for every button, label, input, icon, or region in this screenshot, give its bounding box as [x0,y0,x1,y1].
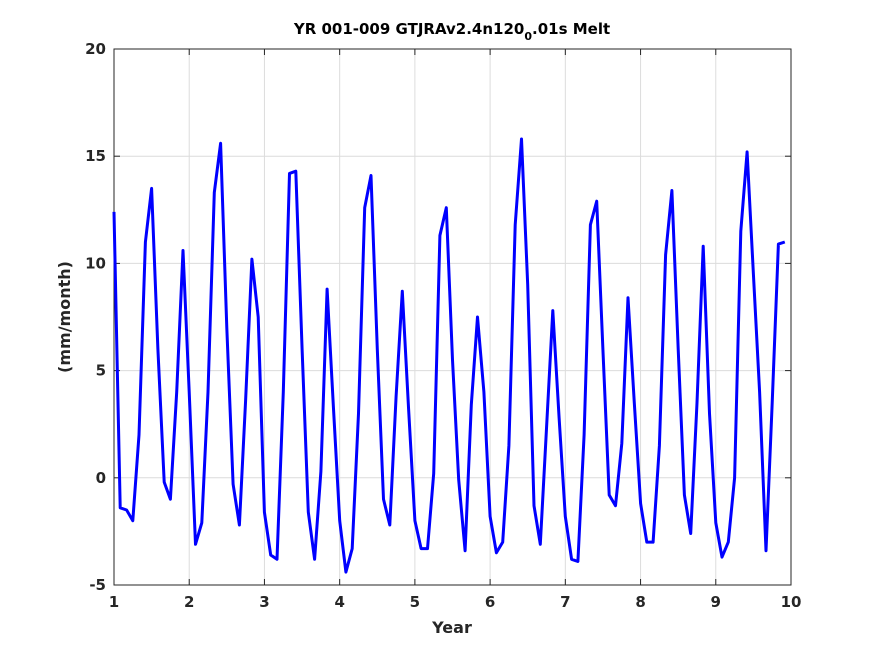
chart-title-subscript: 0 [524,30,532,43]
x-tick-label: 8 [635,593,645,611]
y-axis-label: (mm/month) [55,261,74,373]
y-tick-label: 5 [96,362,106,380]
x-tick-label: 2 [184,593,194,611]
x-tick-label: 3 [259,593,269,611]
x-tick-label: 9 [711,593,721,611]
plot-area [114,49,791,585]
x-tick-label: 7 [560,593,570,611]
x-tick-label: 6 [485,593,495,611]
plot-frame [113,48,792,586]
y-tick-label: 0 [96,469,106,487]
y-tick-label: -5 [89,576,106,594]
x-tick-label: 4 [334,593,344,611]
y-tick-label: 20 [85,40,106,58]
series-line [112,137,786,574]
y-tick-label: 10 [85,254,106,272]
x-tick-label: 1 [109,593,119,611]
chart-title-suffix: .01s Melt [532,20,610,38]
x-tick-label: 10 [781,593,802,611]
x-axis-label: Year [431,618,472,637]
y-tick-label: 15 [85,147,106,165]
chart-title-main: YR 001-009 GTJRAv2.4n120 [293,20,525,38]
x-tick-label: 5 [410,593,420,611]
chart-title: YR 001-009 GTJRAv2.4n1200.01s Melt [293,20,610,43]
axis-ticks: 1 2 3 4 5 6 7 8 9 10 -5 0 5 10 15 20 [85,40,801,611]
